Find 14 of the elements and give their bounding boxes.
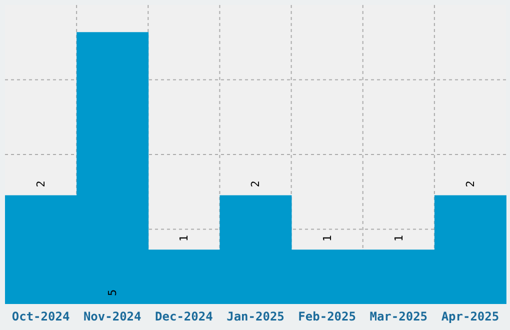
x-tick-label: Apr-2025 [441,310,500,324]
x-tick-label: Dec-2024 [155,310,213,324]
data-label: 1 [392,235,406,242]
data-label: 1 [320,235,334,242]
x-tick-label: Jan-2025 [226,310,284,324]
data-label: 5 [106,289,120,296]
x-tick-label: Mar-2025 [370,310,428,324]
x-tick-label: Oct-2024 [12,310,70,324]
x-tick-label: Feb-2025 [298,310,356,324]
data-label: 2 [34,180,48,188]
data-label: 2 [464,180,477,188]
data-label: 1 [178,235,191,242]
x-tick-label: Nov-2024 [83,310,142,324]
data-label: 2 [249,180,262,188]
